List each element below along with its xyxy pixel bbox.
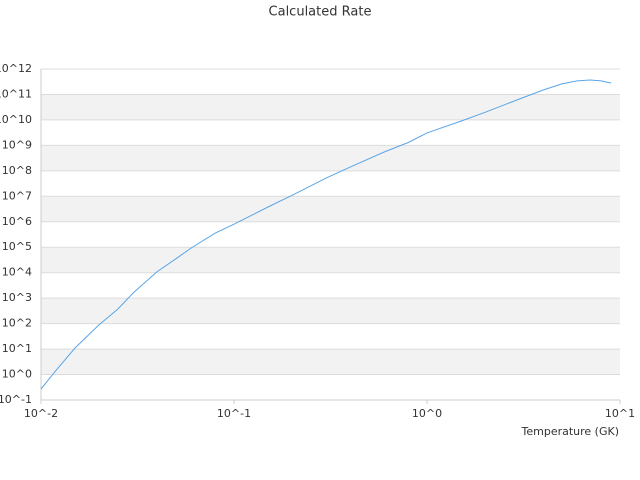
grid-band: [41, 145, 620, 171]
grid-band: [41, 349, 620, 375]
y-tick-label: 10^0: [2, 368, 32, 381]
grid-band: [41, 298, 620, 324]
grid-band: [41, 247, 620, 273]
y-tick-label: 10^1: [2, 342, 32, 355]
x-tick-label: 10^-1: [217, 407, 251, 420]
x-tick-label: 10^0: [412, 407, 442, 420]
grid-band: [41, 94, 620, 120]
chart-title: Calculated Rate: [269, 5, 372, 20]
y-tick-label: 10^6: [2, 215, 32, 228]
data-line: [40, 79, 612, 390]
x-axis-label: Temperature (GK): [521, 425, 620, 438]
y-tick-label: 10^9: [2, 138, 32, 151]
x-tick-label: 10^-2: [24, 407, 58, 420]
grid-band: [41, 196, 620, 222]
y-tick-label: 10^7: [2, 189, 32, 202]
y-tick-label: 10^12: [0, 62, 32, 75]
y-tick-label: 10^2: [2, 317, 32, 330]
y-tick-label: 10^3: [2, 291, 32, 304]
y-tick-label: 10^5: [2, 240, 32, 253]
y-tick-label: 10^11: [0, 87, 32, 100]
x-tick-label: 10^1: [605, 407, 635, 420]
y-tick-label: 10^10: [0, 113, 32, 126]
y-tick-label: 10^4: [2, 266, 32, 279]
y-tick-label: 10^-1: [0, 393, 32, 406]
y-tick-label: 10^8: [2, 164, 32, 177]
